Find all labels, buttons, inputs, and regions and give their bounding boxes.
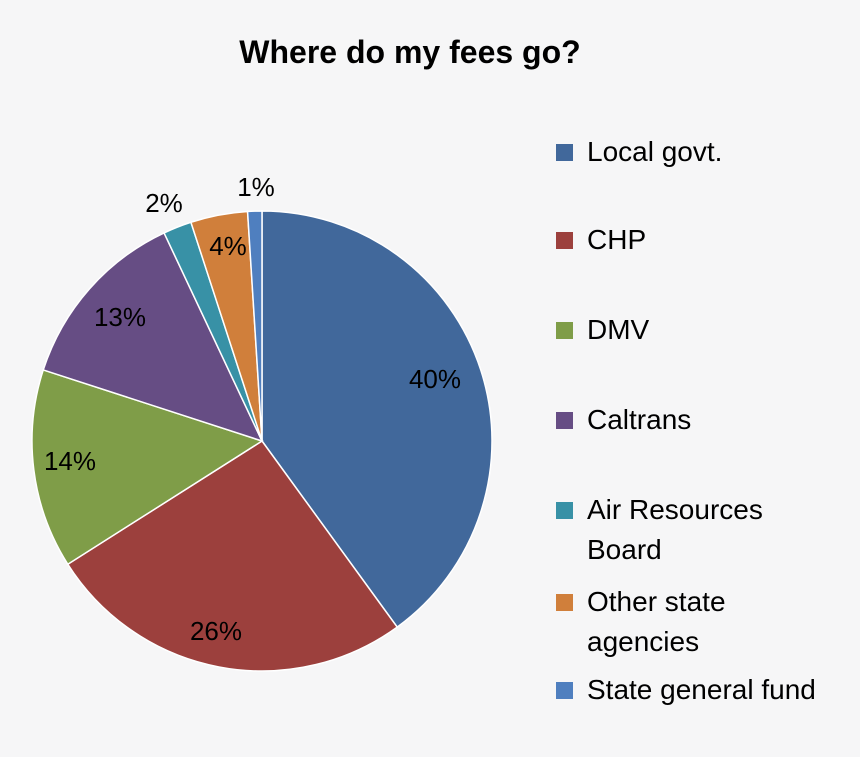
legend-item: CHP	[556, 220, 856, 260]
pie-slice-caltrans	[42, 231, 264, 443]
legend-swatch	[556, 232, 573, 249]
legend-item: Caltrans	[556, 400, 856, 440]
data-label: 1%	[237, 172, 275, 202]
data-label: 26%	[190, 616, 242, 646]
legend-item: Air Resources Board	[556, 490, 856, 570]
legend-swatch	[556, 144, 573, 161]
legend-swatch	[556, 682, 573, 699]
pie-slice-state-general-fund	[246, 210, 263, 442]
legend-label: DMV	[587, 314, 650, 345]
legend-item: Local govt.	[556, 132, 856, 172]
data-label: 14%	[44, 446, 96, 476]
pie-slice-dmv	[31, 368, 264, 566]
legend-label: State general fund	[587, 674, 816, 705]
data-label: 40%	[409, 364, 461, 394]
legend-swatch	[556, 502, 573, 519]
legend-label: Air Resources Board	[587, 494, 763, 565]
legend-label: CHP	[587, 224, 647, 255]
data-label: 13%	[94, 302, 146, 332]
legend-label: Caltrans	[587, 404, 692, 435]
legend-item: Other state agencies	[556, 582, 856, 662]
legend-label: Other state agencies	[587, 586, 726, 657]
legend-item: State general fund	[556, 670, 856, 710]
pie-slice-chp	[66, 439, 399, 672]
legend-swatch	[556, 322, 573, 339]
pie-slice-local-govt	[261, 210, 493, 629]
legend-swatch	[556, 412, 573, 429]
data-label: 2%	[145, 188, 183, 218]
legend-label: Local govt.	[587, 136, 723, 167]
data-label: 4%	[209, 231, 247, 261]
legend-swatch	[556, 594, 573, 611]
chart-title: Where do my fees go?	[239, 34, 581, 70]
legend-item: DMV	[556, 310, 856, 350]
